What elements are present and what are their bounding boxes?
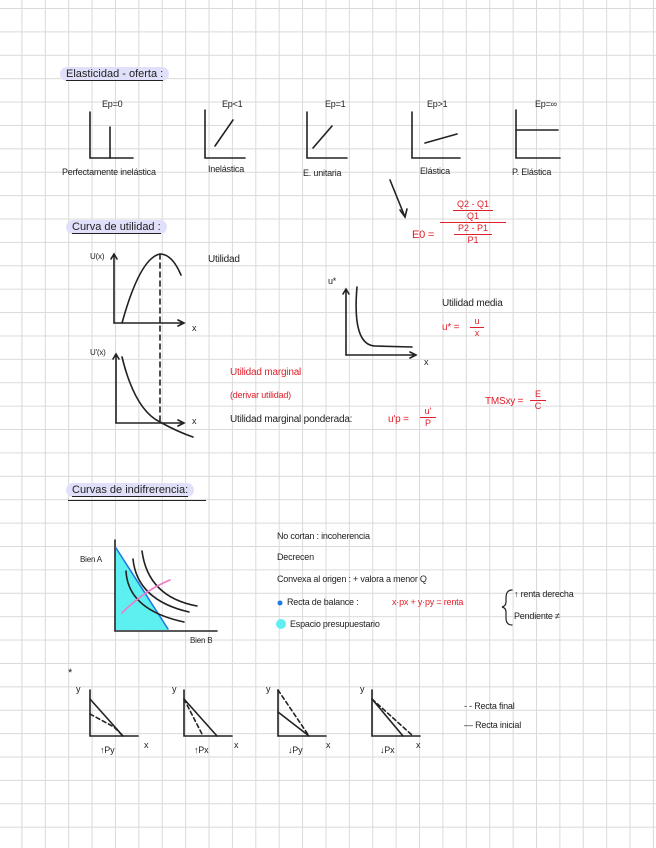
graph-indifference [114, 539, 218, 632]
indifference-curve [125, 570, 185, 623]
num: E [534, 389, 541, 399]
note: Decrecen [277, 552, 314, 562]
graph-label: P. Elástica [512, 167, 552, 177]
graph-average-utility [342, 286, 418, 359]
weighted-marginal-label: Utilidad marginal ponderada: [230, 414, 353, 425]
avg-formula-lhs: u* = [442, 322, 460, 333]
graph-marginal-utility [112, 352, 194, 438]
note: No cortan : incoherencia [277, 531, 370, 541]
y-axis-label: U(x) [90, 252, 105, 261]
graph-shift-py-up [89, 689, 139, 737]
graph-utility [110, 252, 186, 327]
den: P [424, 418, 431, 428]
star-mark: * [68, 667, 73, 679]
graph-perfectly-elastic [515, 109, 561, 159]
y-axis-label: y [76, 684, 81, 694]
x-axis-label: x [192, 416, 197, 426]
fraction-bar [440, 222, 506, 223]
bullet-blue [277, 600, 283, 606]
marginal-utility-note: (derivar utilidad) [230, 390, 291, 400]
brace-item: Pendiente ≠ [514, 611, 560, 621]
symbol: Ep>1 [427, 99, 448, 109]
title-text: Curvas de indifrerencia: [72, 484, 189, 497]
x-axis-label: x [234, 740, 239, 750]
avg-utility-label: Utilidad media [442, 298, 503, 309]
x-axis-label: x [192, 323, 197, 333]
shift-caption: ↑Py [100, 745, 115, 755]
y-axis-label: u* [328, 276, 337, 286]
elasticity-formula: Q2 - Q1 Q1 P2 - P1 P1 [440, 199, 506, 246]
y-axis-label: Bien A [80, 555, 102, 564]
graph-perfectly-inelastic [89, 111, 134, 159]
title-text: Curva de utilidad : [72, 221, 161, 234]
brace-item: ↑ renta derecha [514, 589, 574, 599]
elasticity-formula-lhs: E0 = [412, 229, 435, 241]
budget-line [115, 547, 169, 630]
x-axis-label: x [424, 357, 429, 367]
fraction-bar [470, 327, 484, 328]
x-axis-label: x [144, 740, 149, 750]
weighted-formula-lhs: u'p = [388, 414, 409, 425]
brace-icon [501, 589, 513, 626]
budget-space-label: Espacio presupuestario [290, 619, 380, 629]
utility-label: Utilidad [208, 254, 240, 265]
graph-elastic [411, 111, 461, 159]
den-bottom: P1 [467, 235, 479, 245]
graph-unitary [306, 111, 348, 159]
graph-label: Inelástica [208, 164, 245, 174]
den: x [474, 328, 480, 338]
graph-shift-py-down [277, 689, 327, 737]
graph-shift-px-down [371, 689, 421, 737]
den: C [534, 401, 542, 411]
graph-inelastic [204, 109, 246, 159]
indifference-curve [141, 550, 198, 607]
budget-line-label: Recta de balance : [287, 597, 359, 607]
legend-initial: — Recta inicial [464, 720, 522, 730]
fraction-bar [420, 417, 436, 418]
den-top: P2 - P1 [453, 223, 492, 235]
graph-label: E. unitaria [303, 168, 342, 178]
x-axis-label: x [416, 740, 421, 750]
num: u [474, 316, 480, 326]
symbol: Ep<1 [222, 99, 243, 109]
y-axis-label: y [360, 684, 365, 694]
x-axis-label: x [326, 740, 331, 750]
y-axis-label: y [266, 684, 271, 694]
section-title-elasticity: Elasticidad - oferta : [60, 67, 170, 81]
arrow-icon [389, 179, 408, 219]
graph-shift-px-up [183, 689, 233, 737]
symbol: Ep=1 [325, 99, 346, 109]
section-title-utility: Curva de utilidad : [66, 220, 167, 234]
pink-line [121, 579, 171, 614]
graph-label: Elástica [420, 166, 450, 176]
fraction-bar [530, 400, 546, 401]
section-title-indifference: Curvas de indifrerencia: [66, 483, 195, 497]
num: u' [424, 406, 432, 416]
shift-caption: ↓Px [380, 745, 395, 755]
shift-caption: ↑Px [194, 745, 209, 755]
tms-formula-lhs: TMSxy = [485, 396, 524, 407]
y-axis-label: y [172, 684, 177, 694]
symbol: Ep=∞ [535, 99, 557, 109]
note: Convexa al origen : + valora a menor Q [277, 574, 427, 584]
indifference-curve [132, 558, 190, 613]
legend-final: - - Recta final [464, 701, 515, 711]
y-axis-label: U'(x) [90, 348, 106, 357]
title-underline [68, 500, 206, 501]
shift-caption: ↓Py [288, 745, 303, 755]
weighted-formula: u' P [420, 406, 436, 429]
x-axis-label: Bien B [190, 636, 213, 645]
num-bottom: Q1 [466, 211, 479, 221]
title-text: Elasticidad - oferta : [66, 68, 164, 81]
bullet-cyan [276, 619, 286, 629]
symbol: Ep=0 [102, 99, 123, 109]
budget-line-formula: x·px + y·py = renta [392, 597, 464, 607]
num-top: Q2 - Q1 [452, 199, 493, 211]
marginal-utility-label: Utilidad marginal [230, 367, 302, 378]
graph-label: Perfectamente inelástica [62, 167, 156, 177]
